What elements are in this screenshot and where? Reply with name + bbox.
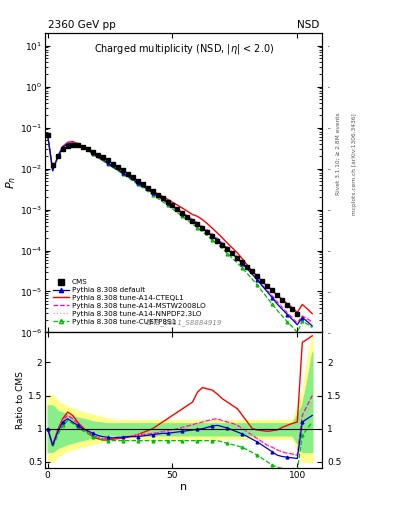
Legend: CMS, Pythia 8.308 default, Pythia 8.308 tune-A14-CTEQL1, Pythia 8.308 tune-A14-M: CMS, Pythia 8.308 default, Pythia 8.308 … [51,277,208,327]
Y-axis label: Ratio to CMS: Ratio to CMS [16,372,25,430]
Text: Rivet 3.1.10; ≥ 2.8M events: Rivet 3.1.10; ≥ 2.8M events [336,112,341,195]
Text: NSD: NSD [297,20,320,30]
Text: CMS_2011_S8884919: CMS_2011_S8884919 [145,320,222,327]
Y-axis label: $P_n$: $P_n$ [5,176,18,189]
Text: Charged multiplicity (NSD, $|\eta|$ < 2.0): Charged multiplicity (NSD, $|\eta|$ < 2.… [94,42,274,56]
X-axis label: n: n [180,482,187,492]
Text: mcplots.cern.ch [arXiv:1306.3436]: mcplots.cern.ch [arXiv:1306.3436] [352,113,357,215]
Text: 2360 GeV pp: 2360 GeV pp [48,20,116,30]
